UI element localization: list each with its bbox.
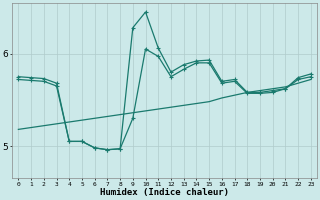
X-axis label: Humidex (Indice chaleur): Humidex (Indice chaleur) xyxy=(100,188,229,197)
